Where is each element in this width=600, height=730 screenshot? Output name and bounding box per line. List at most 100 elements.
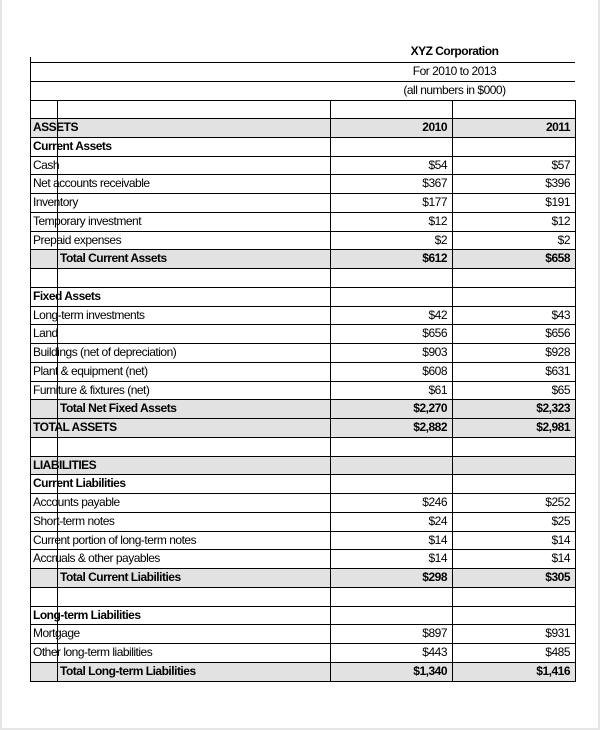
company-title: XYZ Corporation (410, 44, 499, 58)
row-label[interactable]: Buildings (net of depreciation) (33, 345, 177, 359)
cell-2011[interactable]: $252 (545, 495, 570, 509)
row-label[interactable]: ASSETS (33, 120, 79, 134)
grid-line (30, 436, 575, 438)
row-label[interactable]: Prepaid expenses (33, 232, 122, 247)
grid-line (30, 268, 575, 269)
grid-line (452, 100, 453, 682)
grid-line (30, 643, 575, 644)
cell-2011[interactable]: $2 (557, 232, 571, 247)
grid-line (30, 661, 575, 663)
grid-line (30, 586, 575, 588)
cell-2010[interactable]: $12 (428, 213, 447, 228)
row-label[interactable]: Plant & equipment (net) (33, 363, 148, 378)
row-label[interactable]: Furniture & fixtures (net) (33, 382, 150, 397)
grid-line (30, 624, 575, 626)
cell-2010[interactable]: $61 (428, 382, 447, 397)
grid-line (30, 568, 575, 569)
cell-2011[interactable]: $931 (545, 626, 570, 641)
row-label[interactable]: TOTAL ASSETS (33, 420, 117, 434)
row-label[interactable]: Net accounts receivable (33, 176, 150, 191)
cell-2010[interactable]: $246 (422, 495, 447, 509)
cell-2011[interactable]: $485 (545, 645, 570, 659)
row-label[interactable]: Current Liabilities (33, 476, 126, 491)
row-label[interactable]: Accounts payable (33, 495, 120, 509)
grid-line (30, 493, 575, 494)
cell-2011[interactable]: $65 (551, 382, 570, 397)
cell-2010[interactable]: $42 (428, 307, 447, 322)
cell-2011[interactable]: $2,981 (536, 420, 570, 434)
row-label[interactable]: Total Long-term Liabilities (60, 663, 196, 678)
row-label[interactable]: Inventory (33, 195, 78, 209)
grid-line (30, 324, 575, 326)
row-label[interactable]: Total Net Fixed Assets (60, 401, 177, 416)
grid-line (30, 193, 575, 194)
cell-2010[interactable]: $2 (434, 232, 448, 247)
cell-2011[interactable]: $656 (545, 326, 570, 341)
cell-2010[interactable]: $54 (428, 157, 447, 172)
cell-2011[interactable]: $1,416 (536, 663, 570, 678)
row-label[interactable]: Current Assets (33, 138, 112, 153)
cell-2011[interactable]: $14 (551, 532, 570, 547)
cell-2011[interactable]: 2011 (545, 120, 571, 134)
row-shading (30, 118, 575, 137)
grid-line (30, 305, 575, 307)
cell-2010[interactable]: $177 (422, 195, 447, 209)
cell-2010[interactable]: $24 (428, 513, 447, 528)
row-label[interactable]: Cash (33, 157, 60, 172)
grid-line (30, 418, 575, 419)
cell-2011[interactable]: $928 (545, 345, 570, 359)
cell-2010[interactable]: $656 (422, 326, 447, 341)
row-shading (30, 661, 575, 681)
cell-2011[interactable]: $191 (545, 195, 570, 209)
cell-2011[interactable]: $25 (551, 513, 570, 528)
row-label[interactable]: Fixed Assets (33, 288, 101, 303)
row-label[interactable]: Total Current Liabilities (60, 570, 181, 584)
row-label[interactable]: Current portion of long-term notes (33, 532, 197, 547)
cell-2011[interactable]: $658 (545, 251, 570, 266)
grid-line (30, 511, 575, 513)
row-label[interactable]: Accruals & other payables (33, 551, 160, 566)
cell-2010[interactable]: $298 (422, 570, 447, 584)
cell-2011[interactable]: $2,323 (536, 401, 570, 416)
cell-2010[interactable]: $2,882 (413, 420, 447, 434)
grid-line (30, 230, 575, 232)
cell-2010[interactable]: $14 (428, 551, 447, 566)
grid-line (30, 211, 575, 213)
units-note: (all numbers in $000) (403, 83, 506, 97)
row-label[interactable]: Long-term Liabilities (33, 607, 141, 622)
grid-line (30, 155, 575, 157)
grid-line (30, 549, 575, 551)
row-label[interactable]: Land (33, 326, 58, 341)
cell-2010[interactable]: $367 (422, 176, 447, 191)
cell-2010[interactable]: $608 (422, 363, 447, 378)
cell-2011[interactable]: $12 (551, 213, 570, 228)
cell-2011[interactable]: $631 (545, 363, 570, 378)
grid-line (575, 100, 576, 682)
row-label[interactable]: Other long-term liabilities (33, 645, 153, 659)
cell-2010[interactable]: $443 (422, 645, 447, 659)
grid-line (30, 286, 575, 288)
cell-2011[interactable]: $14 (551, 551, 570, 566)
cell-2010[interactable]: $897 (422, 626, 447, 641)
cell-2010[interactable]: 2010 (422, 120, 447, 134)
row-label[interactable]: Temporary investment (33, 213, 142, 228)
cell-2011[interactable]: $43 (551, 307, 570, 322)
row-label[interactable]: Total Current Assets (60, 251, 167, 266)
cell-2010[interactable]: $1,340 (413, 663, 447, 678)
grid-line (30, 249, 575, 251)
grid-line (30, 81, 575, 82)
grid-line (30, 605, 575, 607)
cell-2011[interactable]: $396 (545, 176, 570, 191)
cell-2010[interactable]: $612 (422, 251, 447, 266)
cell-2011[interactable]: $57 (551, 157, 570, 172)
row-label[interactable]: LIABILITIES (33, 457, 97, 472)
cell-2011[interactable]: $305 (545, 570, 570, 584)
grid-line (30, 361, 575, 363)
row-label[interactable]: Mortgage (33, 624, 80, 643)
cell-2010[interactable]: $14 (428, 532, 447, 547)
cell-2010[interactable]: $2,270 (413, 401, 447, 416)
cell-2010[interactable]: $903 (422, 345, 447, 359)
row-label[interactable]: Short-term notes (33, 513, 115, 528)
row-label[interactable]: Long-term investments (33, 307, 145, 322)
